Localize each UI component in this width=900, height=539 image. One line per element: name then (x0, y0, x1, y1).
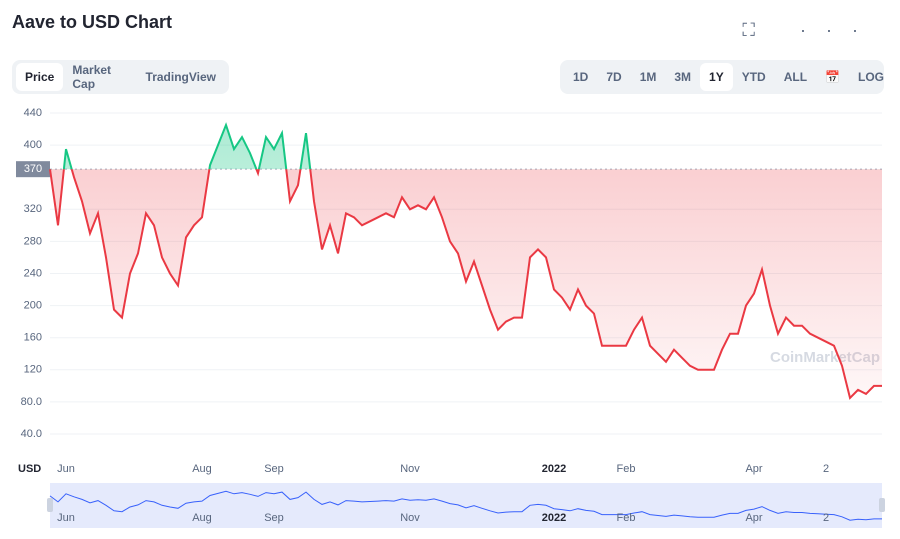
x-tick-label: Sep (264, 463, 284, 475)
navigator-tick-label: 2 (823, 512, 829, 524)
reference-label: 370 (24, 163, 42, 175)
button[interactable]: LOG (858, 70, 884, 84)
button[interactable]: TradingView (145, 70, 216, 84)
x-tick-label: 2022 (542, 463, 566, 475)
calendar-button[interactable]: 📅 (825, 70, 840, 84)
x-tick-label: Aug (192, 463, 212, 475)
button[interactable]: ALL (783, 70, 808, 84)
reference-badge (16, 161, 50, 178)
button[interactable]: 3M (674, 70, 692, 84)
navigator-handle[interactable] (879, 498, 885, 512)
button[interactable]: 7D (606, 70, 622, 84)
y-tick-label: 80.0 (21, 396, 42, 408)
x-tick-label: 2 (823, 463, 829, 475)
button[interactable]: YTD (741, 70, 766, 84)
currency-label: USD (18, 463, 41, 475)
navigator-tick-label: Feb (617, 512, 636, 524)
toolbar-icons[interactable]: ⛶ ··· (742, 20, 878, 40)
x-tick-label: Apr (745, 463, 762, 475)
button[interactable]: Market Cap (72, 63, 112, 91)
y-tick-label: 160 (24, 332, 42, 344)
button[interactable]: 1Y (700, 63, 733, 91)
navigator-tick-label: Jun (57, 512, 75, 524)
tab-group: Price Market Cap TradingView (12, 60, 229, 94)
navigator-tick-label: 2022 (542, 512, 566, 524)
button[interactable]: 1M (639, 70, 657, 84)
y-tick-label: 400 (24, 139, 42, 151)
navigator-tick-label: Apr (745, 512, 762, 524)
y-tick-label: 40.0 (21, 428, 42, 440)
x-tick-label: Nov (400, 463, 420, 475)
y-tick-label: 200 (24, 300, 42, 312)
navigator-tick-label: Nov (400, 512, 420, 524)
x-tick-label: Feb (617, 463, 636, 475)
range-group: 1D 7D 1M 3M 1Y YTD ALL 📅 LOG (560, 60, 884, 94)
y-tick-label: 240 (24, 267, 42, 279)
navigator[interactable] (50, 483, 882, 528)
navigator-tick-label: Aug (192, 512, 212, 524)
button[interactable]: 1D (573, 70, 589, 84)
y-tick-label: 320 (24, 203, 42, 215)
y-tick-label: 120 (24, 364, 42, 376)
price-line-down (49, 169, 882, 400)
navigator-line (49, 490, 882, 521)
title: Aave to USD Chart (12, 12, 173, 32)
button[interactable]: Price (16, 63, 64, 91)
navigator-tick-label: Sep (264, 512, 284, 524)
y-tick-label: 440 (24, 107, 42, 119)
navigator-handle[interactable] (47, 498, 53, 512)
y-tick-label: 280 (24, 235, 42, 247)
x-tick-label: Jun (57, 463, 75, 475)
area-down (50, 169, 882, 398)
